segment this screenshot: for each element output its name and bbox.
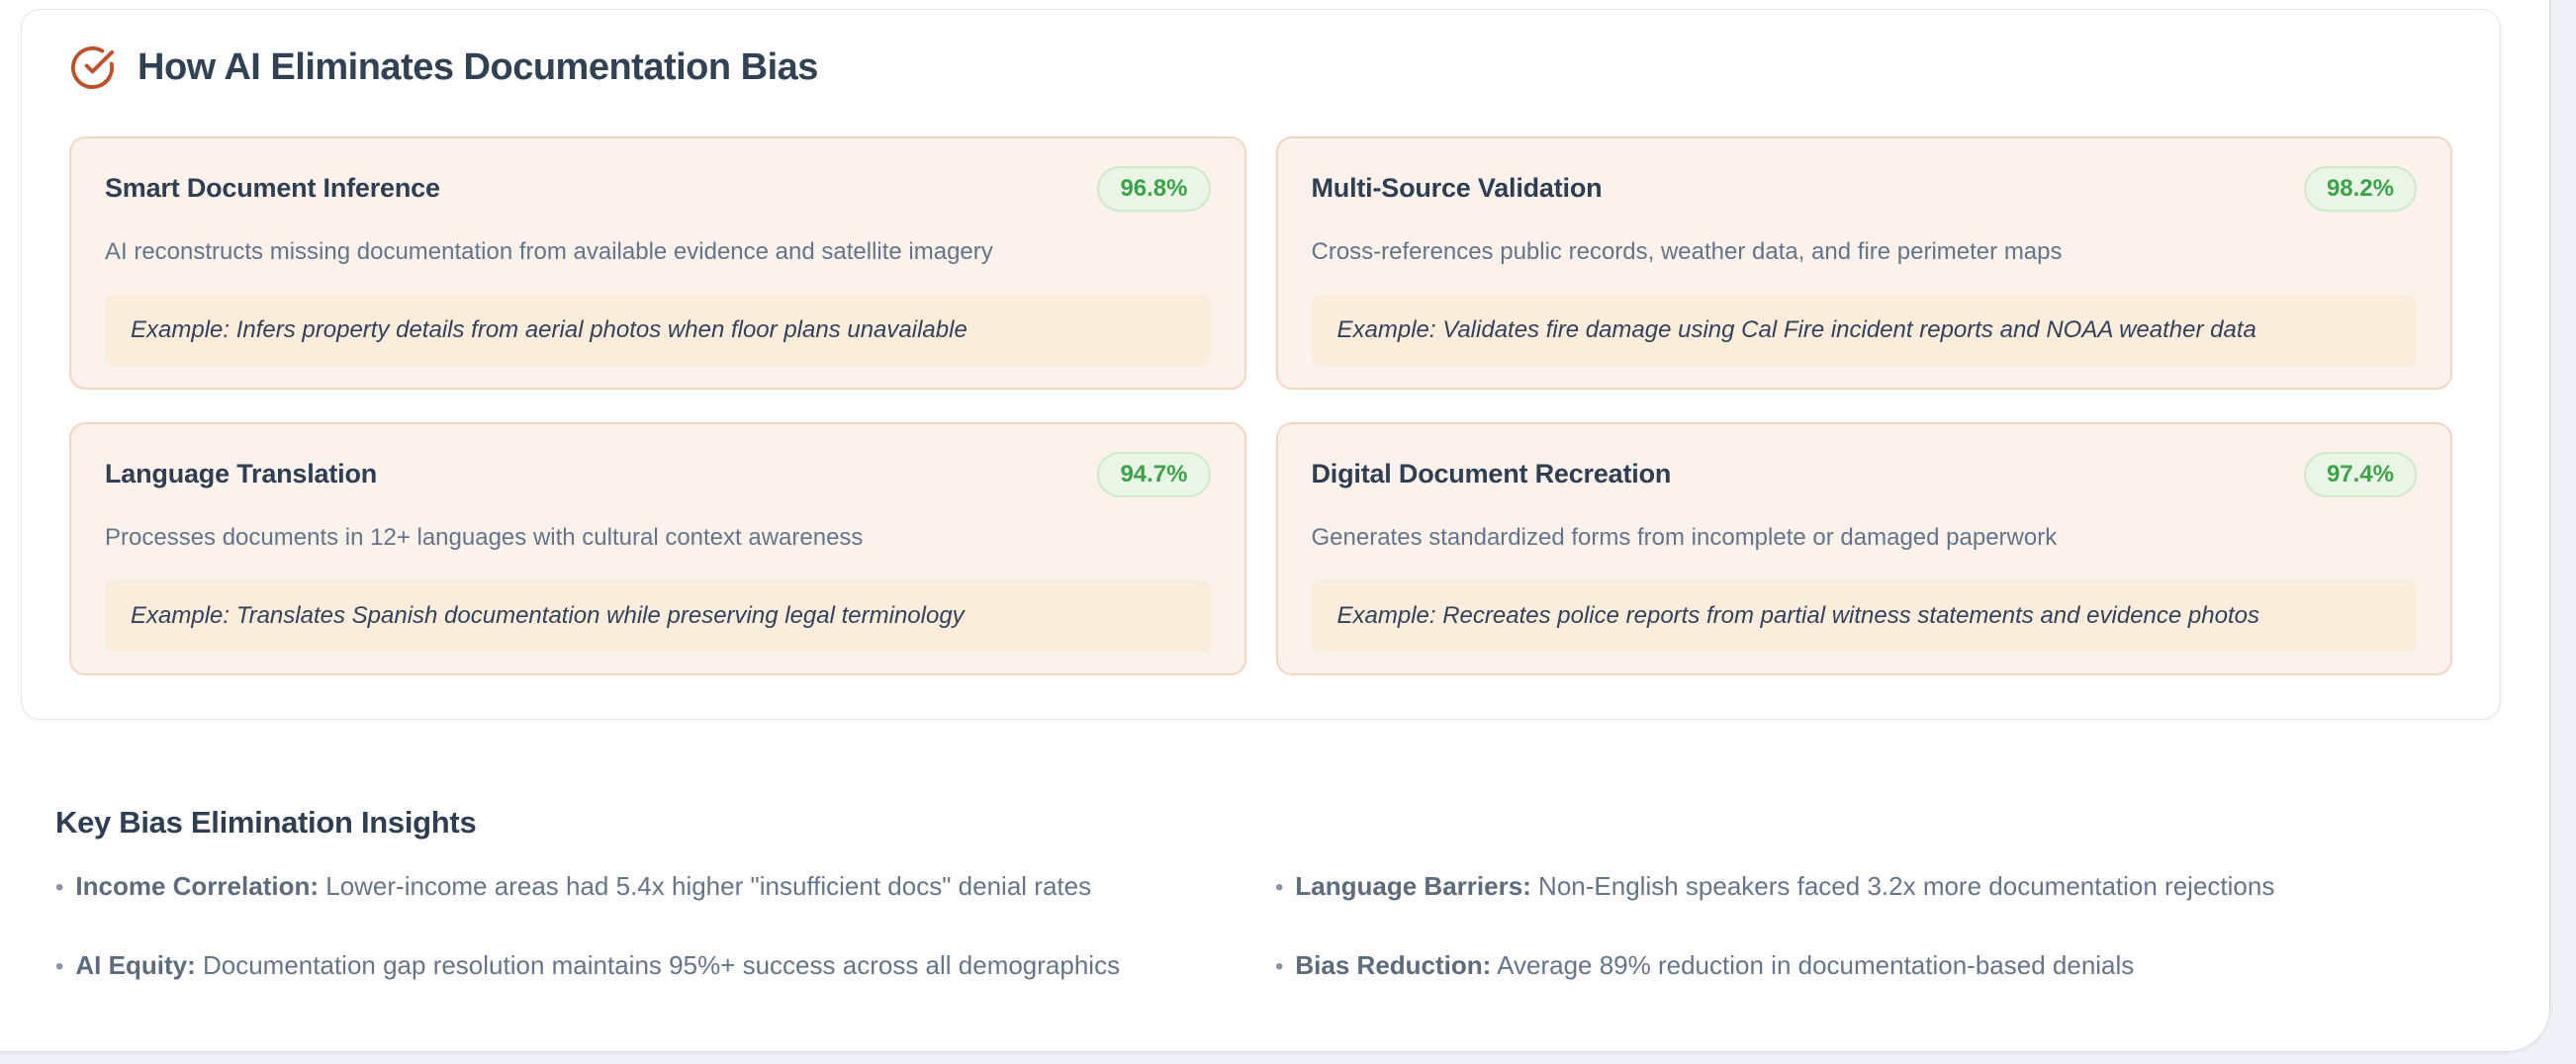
- feature-description: Generates standardized forms from incomp…: [1311, 524, 2058, 551]
- insight-item-bias-reduction: • Bias Reduction: Average 89% reduction i…: [1275, 948, 2495, 984]
- feature-card-header: Multi-Source Validation 98.2%: [1311, 166, 2417, 212]
- bullet-icon: •: [1275, 953, 1284, 980]
- insight-item-language-barriers: • Language Barriers: Non-English speakers…: [1275, 869, 2495, 905]
- insight-item-ai-equity: • AI Equity: Documentation gap resolution…: [55, 948, 1275, 984]
- feature-card-digital-document-recreation: Digital Document Recreation 97.4% Genera…: [1275, 422, 2452, 675]
- features-grid: Smart Document Inference 96.8% AI recons…: [69, 136, 2452, 675]
- content-panel: How AI Eliminates Documentation Bias Sma…: [0, 0, 2550, 1052]
- feature-title: Multi-Source Validation: [1311, 173, 1603, 203]
- section-header: How AI Eliminates Documentation Bias: [22, 10, 2500, 91]
- insights-list: • Income Correlation: Lower-income areas …: [55, 869, 2499, 984]
- accuracy-badge: 94.7%: [1097, 452, 1211, 497]
- ai-bias-section-card: How AI Eliminates Documentation Bias Sma…: [21, 9, 2501, 720]
- feature-title: Digital Document Recreation: [1311, 459, 1672, 488]
- feature-description: Cross-references public records, weather…: [1311, 238, 2063, 265]
- feature-example: Example: Recreates police reports from p…: [1311, 580, 2417, 652]
- feature-card-multi-source-validation: Multi-Source Validation 98.2% Cross-refe…: [1275, 136, 2452, 390]
- accuracy-badge: 97.4%: [2303, 452, 2417, 497]
- insight-text: Average 89% reduction in documentation-b…: [1497, 950, 2135, 980]
- insight-label: Income Correlation:: [75, 871, 319, 901]
- feature-example: Example: Infers property details from ae…: [105, 295, 1211, 366]
- feature-example: Example: Translates Spanish documentatio…: [105, 580, 1211, 652]
- insight-label: Bias Reduction:: [1295, 950, 1492, 980]
- bullet-icon: •: [55, 953, 64, 980]
- insight-text: Documentation gap resolution maintains 9…: [202, 950, 1121, 980]
- accuracy-badge: 98.2%: [2303, 166, 2417, 212]
- insight-label: Language Barriers:: [1295, 871, 1531, 901]
- feature-card-header: Digital Document Recreation 97.4%: [1311, 452, 2417, 497]
- insight-text: Non-English speakers faced 3.2x more doc…: [1538, 871, 2275, 901]
- bullet-icon: •: [55, 874, 64, 901]
- insight-item-income-correlation: • Income Correlation: Lower-income areas …: [55, 869, 1275, 905]
- insights-heading: Key Bias Elimination Insights: [55, 805, 477, 840]
- feature-card-language-translation: Language Translation 94.7% Processes doc…: [69, 422, 1246, 675]
- feature-card-smart-document-inference: Smart Document Inference 96.8% AI recons…: [69, 136, 1246, 390]
- feature-example: Example: Validates fire damage using Cal…: [1311, 295, 2417, 366]
- bullet-icon: •: [1275, 874, 1284, 901]
- feature-card-header: Smart Document Inference 96.8%: [105, 166, 1211, 212]
- feature-description: AI reconstructs missing documentation fr…: [105, 238, 993, 265]
- insight-label: AI Equity:: [75, 950, 196, 980]
- check-circle-icon: [69, 44, 116, 91]
- insight-text: Lower-income areas had 5.4x higher "insu…: [325, 871, 1092, 901]
- feature-description: Processes documents in 12+ languages wit…: [105, 524, 864, 551]
- feature-title: Smart Document Inference: [105, 173, 440, 203]
- section-title: How AI Eliminates Documentation Bias: [138, 45, 818, 88]
- feature-card-header: Language Translation 94.7%: [105, 452, 1211, 497]
- insights-section: Key Bias Elimination Insights • Income Co…: [55, 804, 2499, 984]
- accuracy-badge: 96.8%: [1097, 166, 1211, 212]
- feature-title: Language Translation: [105, 459, 378, 488]
